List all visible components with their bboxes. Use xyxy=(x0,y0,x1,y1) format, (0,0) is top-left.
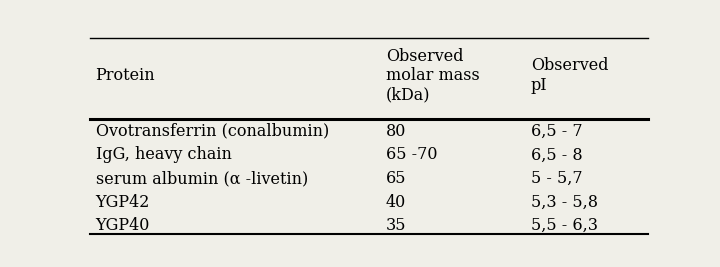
Text: Protein: Protein xyxy=(96,67,156,84)
Text: 40: 40 xyxy=(386,194,406,211)
Text: 5,3 - 5,8: 5,3 - 5,8 xyxy=(531,194,598,211)
Text: 65 -70: 65 -70 xyxy=(386,146,437,163)
Text: Observed
pI: Observed pI xyxy=(531,57,608,94)
Text: Ovotransferrin (conalbumin): Ovotransferrin (conalbumin) xyxy=(96,123,329,140)
Text: 80: 80 xyxy=(386,123,406,140)
Text: 6,5 - 7: 6,5 - 7 xyxy=(531,123,582,140)
Text: 65: 65 xyxy=(386,170,406,187)
Text: 6,5 - 8: 6,5 - 8 xyxy=(531,146,582,163)
Text: YGP42: YGP42 xyxy=(96,194,150,211)
Text: IgG, heavy chain: IgG, heavy chain xyxy=(96,146,231,163)
Text: serum albumin (α -livetin): serum albumin (α -livetin) xyxy=(96,170,308,187)
Text: Observed
molar mass
(kDa): Observed molar mass (kDa) xyxy=(386,48,480,104)
Text: YGP40: YGP40 xyxy=(96,217,150,234)
Text: 5 - 5,7: 5 - 5,7 xyxy=(531,170,582,187)
Text: 35: 35 xyxy=(386,217,406,234)
Text: 5,5 - 6,3: 5,5 - 6,3 xyxy=(531,217,598,234)
